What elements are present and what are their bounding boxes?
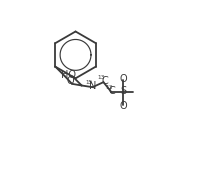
Text: N: N — [89, 81, 96, 91]
Text: C: C — [101, 76, 108, 86]
Text: O: O — [67, 76, 74, 86]
Text: HO: HO — [61, 70, 76, 80]
Text: O: O — [120, 74, 128, 84]
Text: C: C — [109, 86, 116, 96]
Text: S: S — [121, 86, 127, 96]
Text: O: O — [120, 101, 128, 111]
Text: 13: 13 — [98, 75, 105, 80]
Text: 13: 13 — [105, 85, 113, 90]
Text: 15: 15 — [85, 80, 93, 86]
